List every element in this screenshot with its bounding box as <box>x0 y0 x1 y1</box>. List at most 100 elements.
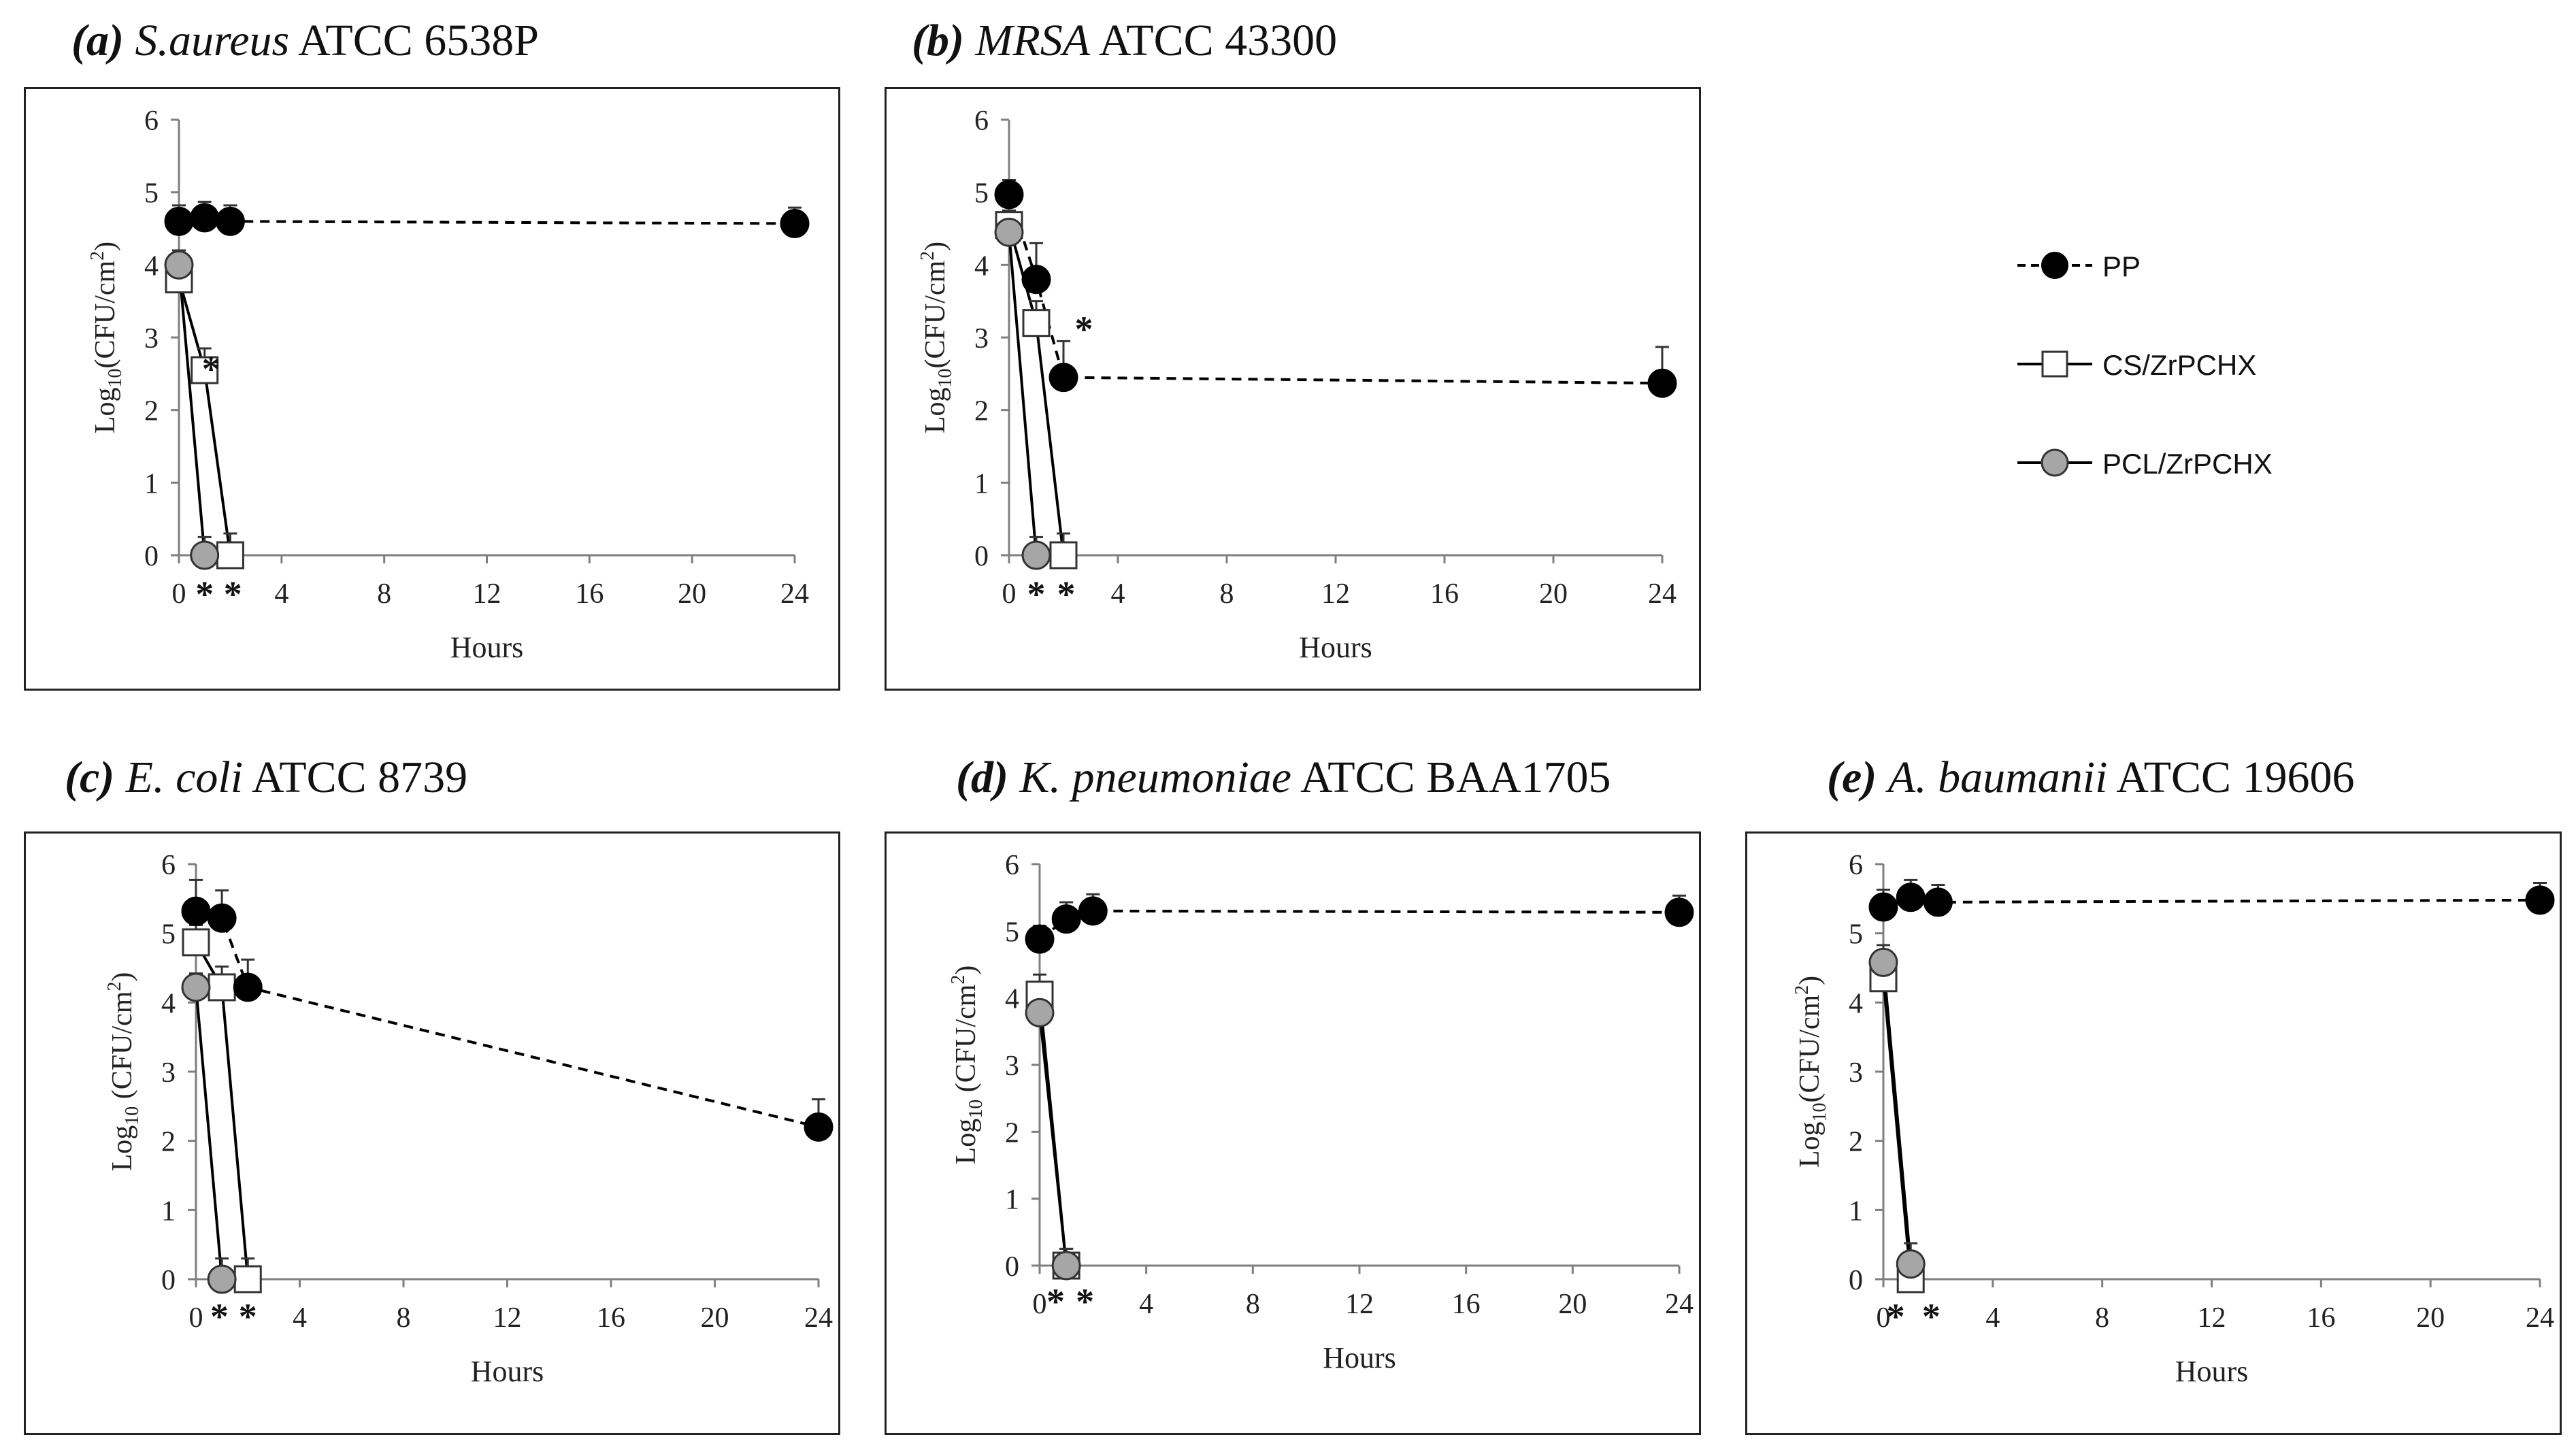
data-point-c-pcl-1 <box>207 1264 237 1294</box>
panel-c-title: (c) E. coli ATCC 8739 <box>65 752 467 804</box>
x-tick-label-d-20: 20 <box>1558 1289 1587 1320</box>
y-axis-label-part-b-1: 10 <box>935 369 956 388</box>
x-tick-label-d-8: 8 <box>1246 1289 1260 1320</box>
data-point-d-pp-3 <box>1664 897 1694 927</box>
x-tick-label-b-8: 8 <box>1220 578 1234 610</box>
x-tick-label-b-12: 12 <box>1321 578 1350 610</box>
panel-b-organism: MRSA <box>975 16 1091 65</box>
x-tick-label-e-4: 4 <box>1985 1302 2000 1334</box>
x-tick-label-d-24: 24 <box>1665 1289 1694 1320</box>
y-tick-label-d-3: 3 <box>1005 1051 1019 1082</box>
x-tick-label-a-4: 4 <box>274 578 288 610</box>
data-point-a-pcl-0 <box>164 250 194 280</box>
x-tick-label-c-20: 20 <box>701 1302 729 1334</box>
y-axis-label-a: Log10(CFU/cm2) <box>87 242 126 433</box>
data-point-a-pp-1 <box>190 203 220 233</box>
data-point-d-pcl-0 <box>1025 998 1055 1027</box>
y-axis-label-part-d-3: 2 <box>948 975 969 985</box>
panel-e-label: (e) <box>1827 753 1877 802</box>
annotation-c-1: * <box>239 1296 257 1337</box>
data-point-b-cs-2 <box>1049 541 1078 570</box>
x-axis-label-b: Hours <box>1299 631 1372 664</box>
y-tick-label-b-6: 6 <box>974 105 989 137</box>
x-tick-label-a-20: 20 <box>678 578 706 610</box>
data-point-a-cs-1 <box>191 356 219 384</box>
series-line-e-cs <box>1882 978 1913 1280</box>
y-tick-label-a-6: 6 <box>144 105 159 137</box>
annotation-d-1: * <box>1076 1281 1094 1322</box>
data-point-d-pcl-1 <box>1051 1251 1081 1281</box>
annotation-b-1: * <box>1027 574 1046 614</box>
legend-label-pcl: PCL/ZrPCHX <box>2102 448 2273 480</box>
y-tick-label-e-3: 3 <box>1849 1057 1863 1089</box>
y-tick-label-d-1: 1 <box>1005 1185 1019 1216</box>
y-tick-label-b-3: 3 <box>974 323 989 355</box>
data-point-c-pp-1 <box>207 903 237 933</box>
x-tick-label-d-4: 4 <box>1139 1289 1153 1320</box>
data-point-b-pcl-0 <box>994 217 1024 247</box>
y-axis-label-d: Log10 (CFU/cm2) <box>948 966 987 1165</box>
y-tick-label-e-5: 5 <box>1849 919 1863 951</box>
y-tick-label-d-5: 5 <box>1005 917 1019 948</box>
x-axis-label-c: Hours <box>471 1355 544 1388</box>
panel-b-label: (b) <box>912 16 964 65</box>
data-point-b-pp-1 <box>1021 265 1051 295</box>
data-point-c-pp-3 <box>804 1112 833 1142</box>
panel-c-chart: 0 1 2 3 4 5 6 0 4 8 12 16 20 24 Hours Log10 (CFU/cm2) * * <box>24 831 840 1435</box>
x-tick-label-b-20: 20 <box>1539 578 1568 610</box>
data-point-c-cs-1 <box>208 973 236 1002</box>
panel-b-title: (b) MRSA ATCC 43300 <box>912 15 1337 67</box>
legend-swatch-pp <box>2017 252 2092 279</box>
data-point-b-pp-2 <box>1048 363 1078 393</box>
x-tick-label-d-12: 12 <box>1345 1289 1374 1320</box>
x-tick-label-c-12: 12 <box>493 1302 522 1334</box>
x-tick-label-b-4: 4 <box>1111 578 1125 610</box>
panel-d-title: (d) K. pneumoniae ATCC BAA1705 <box>956 752 1611 804</box>
panel-e-organism: A. baumanii <box>1887 753 2108 802</box>
legend-item-cs: CS/ZrPCHX <box>2014 337 2354 391</box>
y-tick-label-b-1: 1 <box>974 468 989 499</box>
y-axis-label-part-e-2: (CFU/cm <box>1794 995 1826 1103</box>
y-axis-label-part-d-1: 10 <box>965 1100 987 1119</box>
panel-d-organism: K. pneumoniae <box>1019 753 1292 802</box>
y-tick-label-c-6: 6 <box>161 850 176 881</box>
series-line-c-pp <box>195 910 819 1129</box>
panel-e-strain: ATCC 19606 <box>2116 753 2355 802</box>
data-point-d-pp-1 <box>1051 904 1081 934</box>
data-point-c-cs-2 <box>233 1265 262 1294</box>
series-line-d-pp <box>1038 909 1680 940</box>
x-tick-label-e-16: 16 <box>2307 1302 2335 1334</box>
data-point-e-pcl-1 <box>1896 1249 1926 1279</box>
panel-a-chart: 0 1 2 3 4 5 6 0 4 8 12 16 20 24 Hours Log10(CFU/cm2) * * * <box>24 87 840 691</box>
y-tick-label-a-5: 5 <box>144 178 159 210</box>
legend-label-pp: PP <box>2102 250 2141 282</box>
y-axis-label-part-c-0: Log <box>107 1125 138 1172</box>
y-axis-label-part-c-2: (CFU/cm <box>107 991 138 1106</box>
legend: PP CS/ZrPCHX PCL/ZrPCHX <box>2014 238 2354 510</box>
x-tick-label-c-24: 24 <box>804 1302 833 1334</box>
data-point-a-pp-0 <box>164 206 194 236</box>
data-point-c-pcl-0 <box>181 972 211 1002</box>
y-tick-label-a-3: 3 <box>144 323 159 355</box>
y-axis-label-part-a-3: 2 <box>87 251 108 261</box>
y-axis-label-b: Log10(CFU/cm2) <box>917 242 956 433</box>
legend-item-pcl: PCL/ZrPCHX <box>2014 435 2354 490</box>
panel-c-organism: E. coli <box>125 753 244 802</box>
y-tick-label-a-2: 2 <box>144 396 159 427</box>
annotation-b-0: * <box>1075 309 1093 350</box>
y-axis-label-part-d-4: ) <box>951 966 982 975</box>
panel-d-label: (d) <box>956 753 1008 802</box>
x-tick-label-e-24: 24 <box>2526 1302 2554 1334</box>
data-point-b-cs-1 <box>1022 309 1051 337</box>
annotation-a-0: * <box>202 349 220 390</box>
panel-d-strain: ATCC BAA1705 <box>1300 753 1611 802</box>
x-tick-label-e-0: 0 <box>1877 1302 1891 1334</box>
y-axis-label-c: Log10 (CFU/cm2) <box>104 972 143 1172</box>
series-line-d-pcl <box>1038 1012 1068 1266</box>
x-axis-label-a: Hours <box>450 631 524 664</box>
x-tick-label-a-24: 24 <box>780 578 809 610</box>
legend-swatch-pcl <box>2017 448 2092 477</box>
